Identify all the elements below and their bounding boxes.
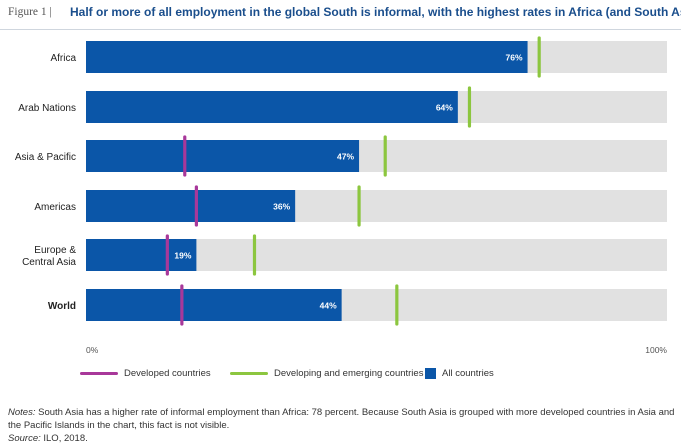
category-label-africa: Africa <box>50 53 76 64</box>
legend-swatch-developed <box>80 372 118 375</box>
category-label-world: World <box>48 301 76 312</box>
figure-header: Figure 1 | Half or more of all employmen… <box>0 0 681 30</box>
legend-item-all: All countries <box>425 368 494 379</box>
category-label-europe-central-asia: Europe & <box>34 245 76 256</box>
bar-chart: 76% Africa 64% Arab Nations 47% Asia & Pacifi… <box>15 36 667 355</box>
source-label: Source: <box>8 433 41 444</box>
notes-label: Notes: <box>8 407 36 418</box>
data-label-asia-pacific: 47% <box>337 152 354 162</box>
bar-africa <box>86 41 528 73</box>
notes-block: Notes: South Asia has a higher rate of i… <box>8 406 676 445</box>
bar-asia-pacific <box>86 140 360 172</box>
bar-arab-nations <box>86 91 458 123</box>
legend-item-developing: Developing and emerging countries <box>230 368 423 379</box>
chart-title: Half or more of all employment in the gl… <box>70 5 681 19</box>
bar-europe-central-asia <box>86 239 197 271</box>
category-label-europe-central-asia: Central Asia <box>22 257 76 268</box>
legend-swatch-all <box>425 368 436 379</box>
data-label-world: 44% <box>320 301 337 311</box>
legend-label-developed: Developed countries <box>124 368 211 379</box>
category-label-americas: Americas <box>34 202 76 213</box>
legend-item-developed: Developed countries <box>80 368 211 379</box>
bar-world <box>86 289 342 321</box>
header-divider <box>0 29 681 30</box>
source-line: Source: ILO, 2018. <box>8 432 676 445</box>
legend-swatch-developing <box>230 372 268 375</box>
x-tick-label-100: 100% <box>645 345 667 355</box>
bar-americas <box>86 190 296 222</box>
data-label-europe-central-asia: 19% <box>174 251 191 261</box>
data-label-arab-nations: 64% <box>436 103 453 113</box>
notes-line: Notes: South Asia has a higher rate of i… <box>8 406 676 432</box>
legend: Developed countries Developing and emerg… <box>80 368 680 384</box>
source-text: ILO, 2018. <box>40 433 88 444</box>
notes-text: South Asia has a higher rate of informal… <box>8 407 675 431</box>
x-tick-label-0: 0% <box>86 345 99 355</box>
legend-label-all: All countries <box>442 368 494 379</box>
category-label-asia-pacific: Asia & Pacific <box>15 152 76 163</box>
category-label-arab-nations: Arab Nations <box>18 103 76 114</box>
data-label-americas: 36% <box>273 202 290 212</box>
figure-label: Figure 1 | <box>8 6 52 18</box>
data-label-africa: 76% <box>506 53 523 63</box>
legend-label-developing: Developing and emerging countries <box>274 368 424 379</box>
